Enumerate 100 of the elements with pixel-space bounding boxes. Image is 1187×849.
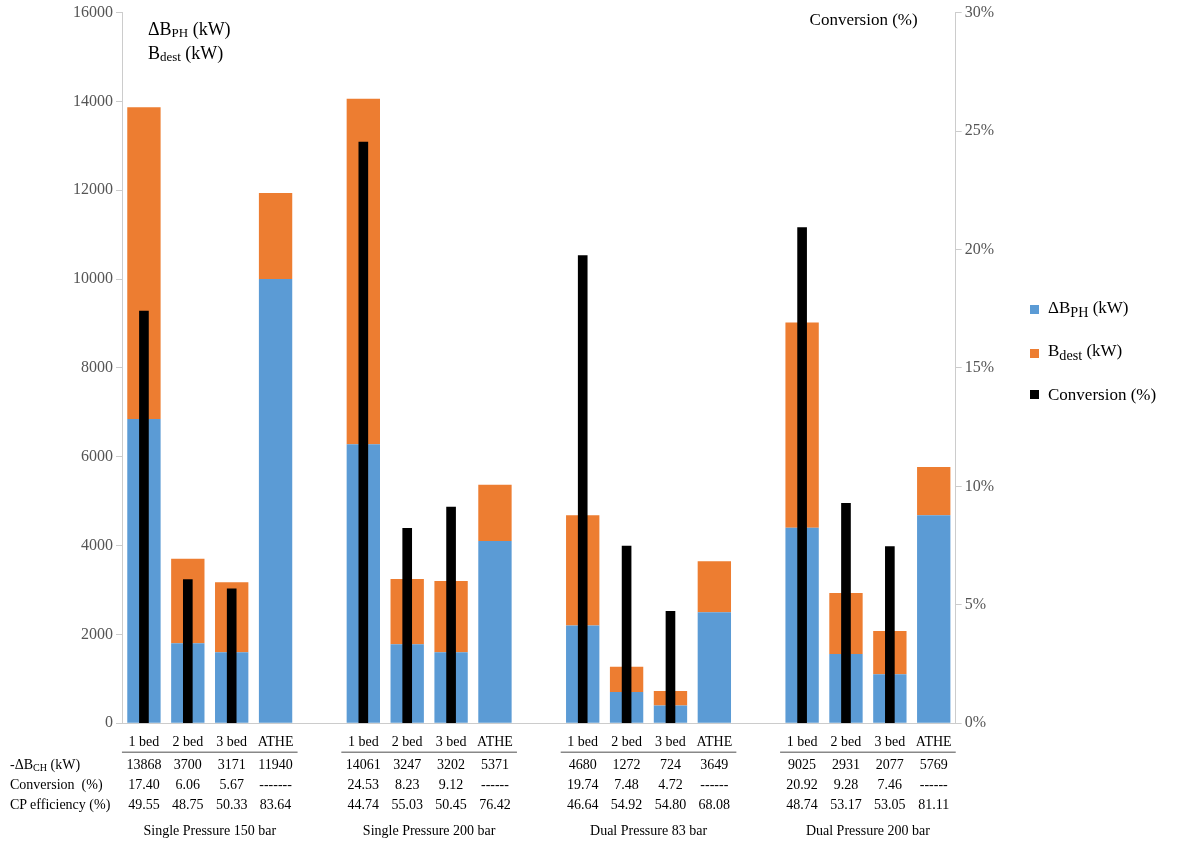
text: ------ [480, 777, 509, 793]
total-label: 9025 [788, 757, 817, 773]
x-tick-label: 2 bed [830, 734, 862, 750]
text: Dual Pressure 83 bar [590, 823, 708, 839]
y2-tick-label: 15% [964, 358, 994, 376]
text: ------ [919, 777, 948, 793]
text: 83.64 [259, 797, 292, 813]
x-tick-label: ATHE [915, 734, 952, 750]
text: 53.05 [874, 797, 906, 813]
total-label: 1272 [612, 757, 641, 773]
text: Dual Pressure 200 bar [805, 823, 931, 839]
total-label: 14061 [345, 757, 381, 773]
bar [917, 515, 951, 723]
x-tick-label: ATHE [257, 734, 294, 750]
x-tick-label: 3 bed [874, 734, 906, 750]
data-label: 6.06 [175, 777, 201, 793]
data-label: 9.12 [438, 777, 464, 793]
data-label: 5.67 [219, 777, 244, 793]
text: Conversion (%) [10, 777, 103, 794]
x-tick-label: 2 bed [611, 734, 642, 750]
y2-tick-label: 0% [964, 713, 986, 731]
text: 81.11 [918, 797, 950, 813]
bar [841, 503, 851, 724]
y-tick-label: 12000 [73, 180, 113, 198]
bar [797, 227, 807, 724]
total-label: 4680 [568, 757, 597, 773]
total-label: 5371 [480, 757, 509, 773]
x-tick-label: 1 bed [347, 734, 379, 750]
data-label: 19.74 [566, 777, 599, 793]
bar [478, 541, 512, 723]
text: CP efficiency (%) [10, 797, 111, 814]
text: 48.74 [786, 797, 818, 813]
total-label: 3202 [437, 757, 466, 773]
text: 68.08 [698, 797, 731, 813]
x-tick-label: 3 bed [655, 734, 686, 750]
text: 44.74 [347, 797, 380, 813]
data-label: 7.48 [614, 777, 639, 793]
text: Single Pressure 200 bar [362, 823, 496, 839]
x-tick-label: ATHE [696, 734, 733, 750]
y-tick-label: 2000 [81, 624, 113, 642]
text: ------- [259, 777, 292, 793]
data-label: 9.28 [833, 777, 859, 793]
x-tick-label: 3 bed [435, 734, 467, 750]
text: Single Pressure 150 bar [143, 823, 277, 839]
total-label: 3700 [173, 757, 202, 773]
legend-label: ΔB$_{PH}$ (kW) [1048, 298, 1129, 322]
text: 48.75 [172, 797, 204, 813]
data-label: 17.40 [128, 777, 160, 793]
bar [885, 546, 895, 724]
y2-tick-label: 5% [964, 594, 986, 612]
y2-tick-label: 25% [964, 121, 994, 139]
text: 54.92 [610, 797, 643, 813]
total-label: 5769 [919, 757, 948, 773]
data-label: 8.23 [394, 777, 420, 793]
y-tick-label: 0 [105, 713, 113, 731]
bar [446, 506, 456, 724]
y-tick-label: 8000 [81, 358, 113, 376]
y-tick-label: 10000 [73, 269, 113, 287]
total-label: 11940 [258, 757, 293, 773]
y2-tick-label: 30% [964, 2, 994, 20]
total-label: 724 [659, 757, 681, 773]
text: 50.45 [435, 797, 467, 813]
bar [139, 310, 149, 724]
total-label: 13868 [126, 757, 162, 773]
x-tick-label: 1 bed [567, 734, 599, 750]
text: 50.33 [215, 797, 248, 813]
y2-tick-label: 20% [964, 239, 994, 257]
bar [917, 466, 951, 516]
text: 53.17 [830, 797, 862, 813]
text: ------ [700, 777, 729, 793]
text: 55.03 [391, 797, 423, 813]
x-tick-label: 1 bed [786, 734, 818, 750]
bar [697, 561, 732, 613]
y-tick-label: 14000 [73, 91, 113, 109]
y2-axis-title: Conversion (%) [809, 9, 918, 29]
total-label: 3247 [393, 757, 422, 773]
text: 49.55 [128, 797, 160, 813]
y-tick-label: 6000 [81, 446, 113, 464]
bar [258, 192, 293, 280]
y2-tick-label: 10% [964, 476, 994, 494]
x-tick-label: 2 bed [391, 734, 423, 750]
total-label: 3171 [217, 757, 246, 773]
data-label: 24.53 [347, 777, 380, 793]
data-label: 7.46 [877, 777, 903, 793]
text: 54.80 [654, 797, 687, 813]
total-label: 2077 [875, 757, 904, 773]
data-label: 20.92 [786, 777, 818, 793]
total-label: 2931 [831, 757, 860, 773]
legend-label: Conversion (%) [1048, 384, 1157, 405]
data-label: 4.72 [658, 777, 683, 793]
x-tick-label: 1 bed [128, 734, 160, 750]
x-tick-label: 2 bed [172, 734, 204, 750]
y-tick-label: 16000 [73, 2, 113, 20]
y-tick-label: 4000 [81, 535, 113, 553]
x-tick-label: 3 bed [216, 734, 248, 750]
x-tick-label: ATHE [477, 734, 513, 750]
legend-label: B$_{dest}$ (kW) [1048, 341, 1123, 365]
bar [697, 612, 732, 723]
total-label: 3649 [700, 757, 729, 773]
bar [258, 279, 293, 723]
